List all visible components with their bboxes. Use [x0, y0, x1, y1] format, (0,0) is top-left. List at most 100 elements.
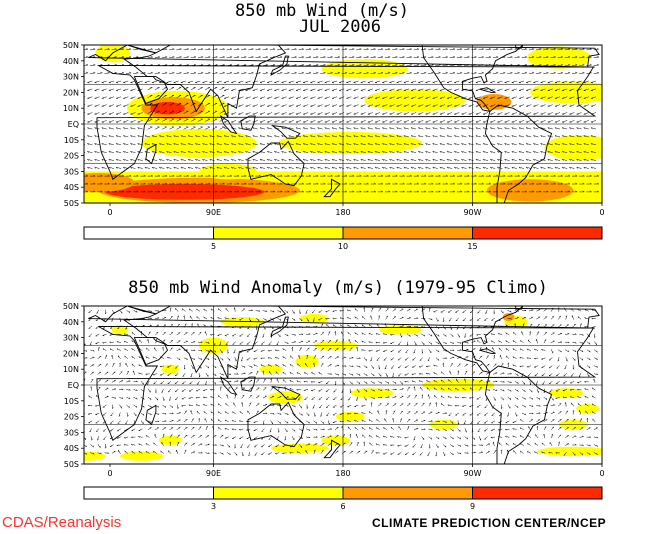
anomaly-shade-5: [295, 355, 319, 368]
bottom_panel-lon-tick-3: 90W: [463, 469, 481, 478]
coastline-samerica: [484, 365, 553, 464]
coastline-arabia: [133, 76, 169, 105]
bottom-anomaly-vectors: [84, 307, 599, 457]
top_panel-lat-tick-0: 50N: [63, 41, 79, 50]
shade-south-atlantic: [84, 173, 135, 192]
bottom_panel-lat-tick-4: 10N: [63, 365, 79, 374]
anomaly-shade-19: [158, 435, 182, 445]
bottom-colorbar-label-6: 6: [340, 502, 345, 511]
anomaly-shade-22: [111, 325, 129, 335]
coastline-newguinea: [270, 124, 301, 139]
bottom_panel-lat-tick-0: 50N: [63, 302, 79, 311]
coastline-nz: [323, 178, 341, 198]
coastline-madagascar: [145, 404, 157, 426]
top-colorbar-bin-lt5: [84, 227, 214, 239]
top-colorbar: 5 10 15: [83, 226, 603, 251]
shade-indian-trades: [141, 128, 257, 158]
coastline-namerica: [357, 306, 524, 374]
top_panel-lon-tick-0: 0: [107, 208, 112, 217]
coastline-africa: [96, 65, 597, 181]
coastline-japan: [270, 55, 289, 76]
top-wind-speed-shading: [84, 45, 602, 203]
bottom_panel-lon-tick-1: 90E: [206, 469, 221, 478]
top_panel-lat-tick-5: EQ: [68, 120, 79, 129]
bottom_panel-lat-tick-5: EQ: [68, 381, 79, 390]
bottom_panel-lat-tick-7: 20S: [64, 413, 79, 422]
top-title-line2: JUL 2006: [299, 17, 381, 37]
bottom-title: 850 mb Wind Anomaly (m/s) (1979-95 Climo…: [128, 278, 548, 298]
top-colorbar-bin-10-15: [343, 227, 473, 239]
coastline-cuba: [479, 87, 496, 93]
bottom-grid-lines: [84, 306, 602, 464]
coastline-africa: [96, 326, 597, 442]
bottom-colorbar-bin-6-9: [343, 487, 473, 499]
top-grid-lines: [84, 45, 602, 203]
shade-south-america-jet: [486, 179, 574, 202]
top_panel-lat-tick-3: 20N: [63, 88, 79, 97]
bottom-axis-ticks: 50N 40N 30N 20N 10N EQ 10S 20S 30S 40S 50S 0 90E 180 9…: [63, 302, 605, 478]
top_panel-lat-tick-7: 20S: [64, 152, 79, 161]
coastline-madagascar: [145, 143, 157, 165]
bottom_panel-lat-tick-8: 30S: [64, 428, 79, 437]
coastline-australia: [247, 401, 305, 448]
top-colorbar-bin-gt15: [472, 227, 602, 239]
bottom-colorbar-label-3: 3: [211, 502, 216, 511]
coastline-arabia: [133, 337, 169, 366]
bottom_panel-lon-tick-2: 180: [335, 469, 350, 478]
top_panel-lat-tick-4: 10N: [63, 104, 79, 113]
bottom_panel-lat-tick-3: 20N: [63, 349, 79, 358]
bottom-colorbar-bin-lt3: [84, 487, 214, 499]
shade-north-pacific-trades: [364, 89, 466, 112]
anomaly-shade-16: [576, 404, 600, 414]
top_panel-lon-tick-2: 180: [335, 208, 350, 217]
coastline-greenlandish: [515, 306, 524, 310]
bottom_panel-lon-tick-4: 0: [599, 469, 604, 478]
anomaly-shade-17: [120, 451, 164, 461]
top_panel-lat-tick-1: 40N: [63, 57, 79, 66]
bottom-map: [84, 306, 602, 464]
coastline-sumatra: [219, 114, 238, 135]
coastline-asia: [123, 45, 287, 118]
shade-north-atlantic-trades: [530, 81, 602, 104]
top-axis-ticks: 50N 40N 30N 20N 10N EQ 10S 20S 30S 40S 50S 0 90E 180 9…: [63, 41, 605, 217]
top-colorbar-label-10: 10: [338, 242, 348, 251]
anomaly-shade-3: [259, 364, 283, 374]
coastline-sumatra: [219, 375, 238, 396]
bottom_panel-lat-tick-6: 10S: [64, 397, 79, 406]
bottom_panel-lat-tick-9: 40S: [64, 444, 79, 453]
top_panel-lat-tick-8: 30S: [64, 167, 79, 176]
anomaly-shade-1: [161, 364, 179, 374]
top_panel-lat-tick-9: 40S: [64, 183, 79, 192]
top-colorbar-bin-5-10: [213, 227, 343, 239]
anomaly-shade-15: [537, 446, 602, 457]
credit-climate-prediction-center: CLIMATE PREDICTION CENTER/NCEP: [372, 516, 607, 530]
anomaly-shade-10: [350, 388, 394, 398]
top-wind-vectors: [84, 48, 599, 193]
top-colorbar-label-5: 5: [211, 242, 216, 251]
bottom-colorbar-bin-3-6: [213, 487, 343, 499]
credit-cdas-reanalysis: CDAS/Reanalysis: [2, 514, 122, 531]
bottom_panel-lat-tick-1: 40N: [63, 318, 79, 327]
top_panel-lon-tick-1: 90E: [206, 208, 221, 217]
coastline-asia: [123, 306, 287, 379]
top-map: [84, 45, 602, 203]
bottom_panel-lon-tick-0: 0: [107, 469, 112, 478]
bottom-colorbar: 3 6 9: [83, 486, 603, 511]
coastline-japan: [270, 316, 289, 337]
top_panel-lat-tick-2: 30N: [63, 73, 79, 82]
shade-south-atlantic-trades: [544, 135, 602, 161]
top-title-line1: 850 mb Wind (m/s): [235, 1, 409, 21]
coastline-greenlandish: [515, 45, 524, 49]
coastline-australia: [247, 140, 305, 187]
coastline-cuba: [479, 348, 496, 354]
bottom_panel-lat-tick-2: 30N: [63, 334, 79, 343]
coastline-nz: [323, 439, 341, 459]
shade-south-pacific-trades: [278, 131, 423, 155]
bottom_panel-lat-tick-10: 50S: [64, 460, 79, 469]
bottom-colorbar-label-9: 9: [470, 502, 475, 511]
top-colorbar-label-15: 15: [467, 242, 477, 251]
top_panel-lat-tick-10: 50S: [64, 199, 79, 208]
top_panel-lon-tick-3: 90W: [463, 208, 481, 217]
bottom-colorbar-bin-gt9: [472, 487, 602, 499]
